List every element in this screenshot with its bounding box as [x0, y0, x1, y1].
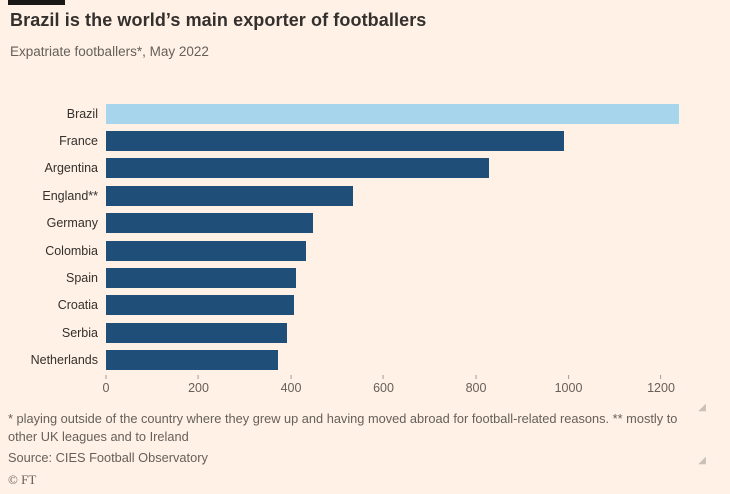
chart-subtitle: Expatriate footballers*, May 2022 — [10, 44, 209, 59]
tick-label: 1200 — [647, 381, 675, 395]
chart-row: Brazil — [10, 100, 679, 127]
bar-track — [106, 295, 670, 316]
category-label: Colombia — [45, 243, 98, 258]
category-label: Brazil — [66, 106, 98, 121]
bar-brazil — [106, 103, 679, 124]
chart-row: Argentina — [10, 155, 670, 182]
x-axis-tick: 1200 — [647, 375, 675, 395]
bar-argentina — [106, 158, 490, 179]
bar-track — [106, 213, 670, 234]
bar-track — [106, 268, 670, 289]
bar-track — [106, 185, 670, 206]
bar-france — [106, 131, 565, 152]
category-label: Netherlands — [30, 353, 98, 368]
bar-colombia — [106, 240, 306, 261]
tick-mark — [660, 375, 662, 379]
x-axis-tick: 1000 — [554, 375, 583, 395]
chart-row: Spain — [10, 264, 670, 291]
bar-chart: Brazil France Argentina England** Germany Col… — [10, 100, 679, 374]
bar-track — [106, 103, 679, 124]
tick-mark — [568, 375, 569, 379]
bar-track — [106, 322, 670, 343]
tick-label: 600 — [373, 381, 394, 395]
tick-label: 1000 — [554, 381, 583, 395]
chart-rows: Brazil France Argentina England** Germany Col… — [10, 100, 679, 374]
chart-row: Croatia — [10, 292, 670, 319]
x-axis: 0 200 400 600 800 1000 1200 — [102, 375, 675, 397]
chart-row: Netherlands — [10, 347, 670, 374]
bar-track — [106, 131, 670, 152]
category-label: Croatia — [57, 298, 98, 313]
chart-row: Serbia — [10, 319, 670, 346]
x-axis-tick: 200 — [188, 375, 209, 395]
resize-corner-icon: ◢ — [698, 455, 706, 466]
x-axis-tick: 400 — [280, 375, 302, 395]
category-label: Spain — [66, 271, 98, 286]
category-label: France — [59, 134, 98, 149]
chart-title: Brazil is the world’s main exporter of f… — [10, 10, 427, 30]
bar-track — [106, 240, 670, 261]
bar-croatia — [106, 295, 294, 316]
x-axis-tick: 600 — [373, 375, 394, 395]
tick-mark — [105, 375, 107, 379]
bar-england — [106, 185, 353, 206]
tick-label: 0 — [102, 381, 110, 395]
tick-mark — [475, 375, 477, 379]
bar-netherlands — [106, 350, 278, 371]
category-label: Germany — [46, 216, 98, 231]
top-accent-bar — [8, 0, 65, 5]
bar-spain — [106, 268, 297, 289]
resize-corner-icon: ◢ — [698, 402, 706, 413]
tick-mark — [197, 375, 199, 379]
chart-row: Germany — [10, 210, 670, 237]
tick-mark — [382, 375, 384, 379]
tick-mark — [290, 375, 292, 379]
category-label: Serbia — [61, 325, 98, 340]
tick-label: 800 — [465, 381, 487, 395]
bar-serbia — [106, 322, 287, 343]
tick-label: 200 — [188, 381, 209, 395]
bar-track — [106, 158, 670, 179]
tick-label: 400 — [280, 381, 302, 395]
x-axis-tick: 0 — [102, 375, 110, 395]
bar-track — [106, 350, 670, 371]
bar-germany — [106, 213, 313, 234]
chart-row: Colombia — [10, 237, 670, 264]
chart-row: France — [10, 127, 670, 154]
ft-credit: © FT — [8, 472, 37, 487]
chart-row: England** — [10, 182, 670, 209]
footnote-text: * playing outside of the country where t… — [8, 411, 678, 445]
x-axis-tick: 800 — [465, 375, 487, 395]
source-text: Source: CIES Football Observatory — [8, 450, 208, 465]
category-label: Argentina — [44, 161, 98, 176]
category-label: England** — [42, 188, 98, 203]
